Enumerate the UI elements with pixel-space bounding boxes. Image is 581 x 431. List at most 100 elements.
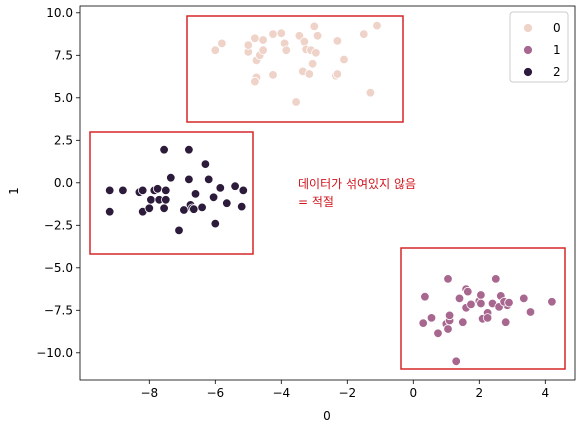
point-series-2 (190, 189, 201, 199)
point-series-1 (420, 292, 430, 302)
point-series-1 (454, 293, 465, 304)
point-series-2 (104, 206, 115, 217)
point-series-0 (304, 69, 315, 79)
highlight-box-cluster-0 (186, 15, 404, 123)
point-series-1 (463, 286, 473, 297)
point-series-2 (152, 184, 163, 194)
legend-label-1: 1 (553, 43, 561, 57)
point-series-1 (418, 318, 428, 328)
legend-marker-2 (523, 67, 533, 77)
axes-frame (79, 5, 576, 381)
point-series-2 (144, 203, 155, 214)
point-series-1 (482, 313, 493, 323)
point-series-1 (466, 299, 476, 310)
highlight-box-cluster-1 (400, 247, 566, 370)
point-series-2 (238, 185, 249, 196)
y-tick-label: 0.0 (54, 176, 73, 190)
point-series-1 (444, 310, 455, 321)
x-tick-label: 2 (475, 386, 483, 400)
point-series-2 (230, 181, 240, 191)
point-series-2 (215, 183, 226, 193)
point-series-0 (250, 33, 260, 44)
point-series-1 (501, 317, 511, 327)
y-tick-label: −2.5 (44, 218, 73, 232)
y-tick-label: 10.0 (46, 6, 73, 20)
point-series-0 (359, 29, 369, 39)
point-series-0 (311, 48, 321, 58)
y-tick-label: 5.0 (54, 91, 73, 105)
y-tick-label: 2.5 (54, 133, 73, 147)
point-series-0 (309, 21, 320, 32)
point-series-2 (222, 198, 232, 208)
point-series-0 (258, 35, 268, 45)
point-series-2 (189, 204, 199, 214)
y-tick-label: −10.0 (36, 346, 73, 360)
point-series-2 (146, 195, 156, 205)
point-series-2 (200, 159, 211, 169)
x-tick-label: −8 (140, 386, 158, 400)
points-layer (104, 20, 557, 367)
point-series-0 (258, 45, 268, 55)
point-series-0 (291, 97, 301, 107)
point-series-0 (217, 38, 227, 49)
point-series-0 (281, 45, 292, 55)
point-series-2 (166, 172, 176, 183)
point-series-0 (294, 31, 305, 41)
point-series-1 (476, 298, 486, 309)
y-tick-label: −7.5 (44, 303, 73, 317)
point-series-2 (161, 185, 171, 196)
y-tick-label: 7.5 (54, 48, 73, 62)
legend-label-2: 2 (553, 65, 561, 79)
point-series-0 (210, 45, 221, 55)
point-series-1 (458, 317, 468, 327)
y-axis-label: 1 (7, 187, 21, 195)
point-series-0 (268, 70, 278, 80)
point-series-1 (504, 297, 514, 308)
y-axis: −10.0 −7.5 −5.0 −2.5 0.0 2.5 5.0 7.5 10.0 (36, 6, 80, 360)
point-series-1 (451, 356, 461, 367)
point-series-0 (243, 40, 254, 50)
point-series-0 (276, 28, 287, 38)
legend-label-0: 0 (553, 21, 561, 35)
point-series-2 (159, 144, 169, 155)
x-tick-label: −4 (272, 386, 290, 400)
x-axis: −8 −6 −4 −2 0 2 4 (140, 380, 549, 400)
point-series-0 (332, 36, 343, 46)
point-series-2 (197, 202, 207, 213)
point-series-1 (547, 297, 557, 307)
point-series-0 (339, 54, 349, 65)
point-series-0 (307, 59, 318, 69)
point-series-2 (161, 195, 171, 205)
highlight-boxes (89, 15, 566, 370)
x-tick-label: 4 (541, 386, 549, 400)
annotation-line-2: = 적절 (298, 195, 334, 209)
x-tick-label: 0 (409, 386, 417, 400)
point-series-0 (365, 87, 376, 98)
point-series-1 (433, 328, 443, 339)
x-tick-label: −2 (338, 386, 356, 400)
x-axis-label: 0 (323, 409, 331, 423)
legend: 0 1 2 (509, 11, 569, 83)
annotation-line-1: 데이터가 섞여있지 않음 (298, 177, 416, 191)
point-series-2 (208, 192, 219, 203)
point-series-0 (312, 31, 323, 41)
point-series-2 (104, 185, 115, 196)
point-series-2 (203, 174, 214, 185)
point-series-0 (268, 29, 278, 39)
point-series-1 (443, 324, 453, 334)
point-series-0 (372, 20, 382, 31)
highlight-box-cluster-2 (89, 131, 254, 255)
point-series-1 (525, 307, 536, 317)
point-series-1 (443, 274, 453, 284)
point-series-2 (174, 225, 184, 236)
point-series-1 (476, 290, 486, 300)
point-series-2 (137, 185, 148, 196)
point-series-2 (236, 201, 247, 212)
legend-marker-0 (523, 23, 533, 33)
axes-border (79, 5, 576, 381)
legend-marker-1 (523, 45, 533, 55)
y-tick-label: −5.0 (44, 261, 73, 275)
point-series-2 (210, 218, 221, 229)
point-series-2 (184, 144, 194, 155)
